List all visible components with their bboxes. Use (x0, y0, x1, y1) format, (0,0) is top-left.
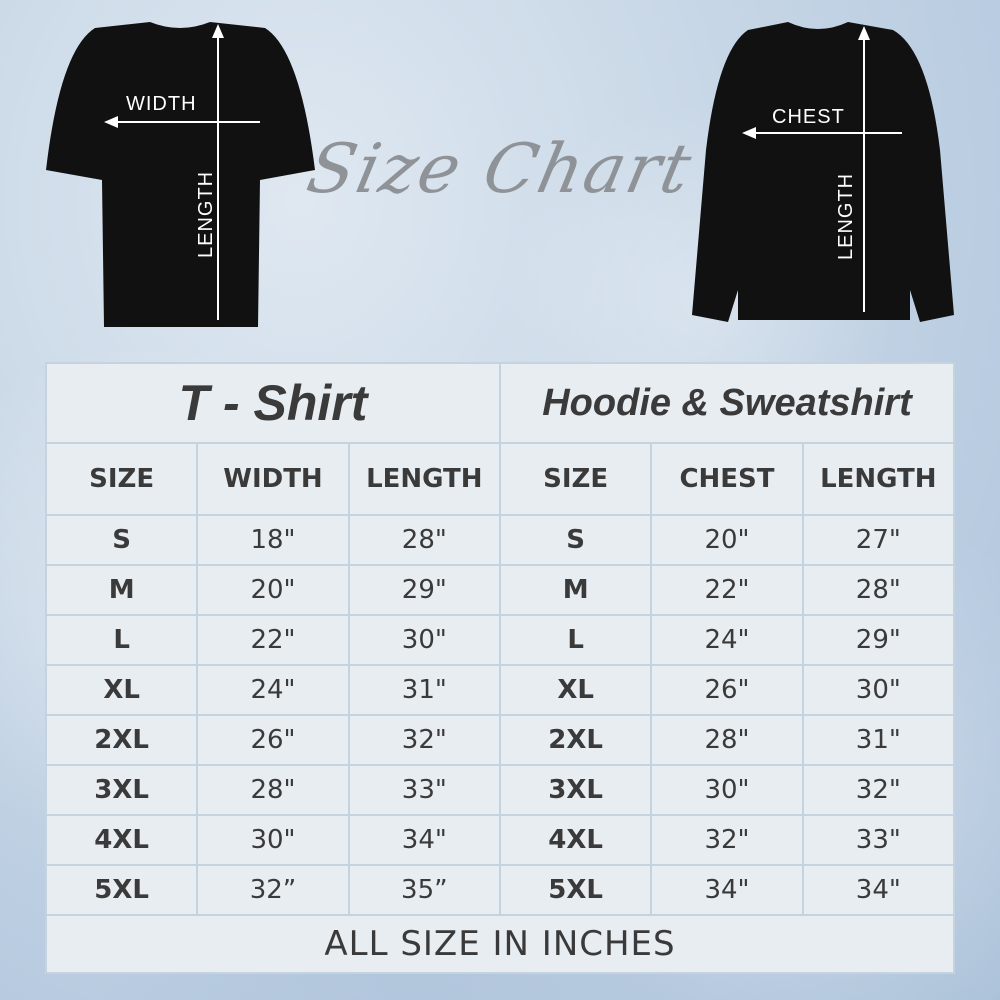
header-cell: LENGTH (349, 444, 499, 514)
measurement-cell: 26" (652, 666, 802, 714)
measurement-cell: 32” (198, 866, 348, 914)
measurement-cell: 35” (349, 866, 499, 914)
measurement-cell: 22" (198, 616, 348, 664)
table-row: 2XL 26" 32" 2XL 28" 31" (47, 716, 953, 764)
measurement-cell: 28" (652, 716, 802, 764)
size-cell: S (47, 516, 197, 564)
measurement-cell: 24" (652, 616, 802, 664)
measurement-cell: 30" (652, 766, 802, 814)
size-cell: 3XL (500, 766, 651, 814)
size-cell: 2XL (47, 716, 197, 764)
table-row: XL 24" 31" XL 26" 30" (47, 666, 953, 714)
measurement-cell: 33" (349, 766, 499, 814)
tshirt-title: T - Shirt (47, 364, 499, 442)
measurement-cell: 34" (349, 816, 499, 864)
tshirt-image: WIDTH LENGTH (46, 22, 315, 327)
size-cell: 5XL (500, 866, 651, 914)
table-row: 3XL 28" 33" 3XL 30" 32" (47, 766, 953, 814)
size-cell: 5XL (47, 866, 197, 914)
sweatshirt-image: CHEST LENGTH (692, 22, 954, 322)
measurement-cell: 20" (198, 566, 348, 614)
size-cell: XL (47, 666, 197, 714)
measurement-cell: 31" (803, 716, 953, 764)
size-cell: XL (500, 666, 651, 714)
measurement-cell: 20" (652, 516, 802, 564)
size-cell: 3XL (47, 766, 197, 814)
header-cell: SIZE (500, 444, 651, 514)
header-cell: LENGTH (803, 444, 953, 514)
size-cell: M (500, 566, 651, 614)
length-label: LENGTH (835, 173, 857, 260)
measurement-cell: 30" (349, 616, 499, 664)
width-label: WIDTH (126, 93, 197, 115)
size-cell: 4XL (500, 816, 651, 864)
size-cell: S (500, 516, 651, 564)
header-cell: SIZE (47, 444, 197, 514)
size-cell: L (500, 616, 651, 664)
table-row: M 20" 29" M 22" 28" (47, 566, 953, 614)
size-chart-table: T - Shirt Hoodie & Sweatshirt SIZE WIDTH… (45, 362, 955, 974)
footer-note: ALL SIZE IN INCHES (47, 916, 953, 972)
hoodie-title: Hoodie & Sweatshirt (500, 364, 953, 442)
measurement-cell: 32" (652, 816, 802, 864)
header-cell: WIDTH (198, 444, 348, 514)
measurement-cell: 32" (349, 716, 499, 764)
table-row: L 22" 30" L 24" 29" (47, 616, 953, 664)
measurement-cell: 34" (652, 866, 802, 914)
measurement-cell: 29" (803, 616, 953, 664)
measurement-cell: 27" (803, 516, 953, 564)
size-cell: 4XL (47, 816, 197, 864)
size-cell: L (47, 616, 197, 664)
measurement-cell: 26" (198, 716, 348, 764)
header-cell: CHEST (652, 444, 802, 514)
page-title: Size Chart (300, 130, 700, 209)
measurement-cell: 32" (803, 766, 953, 814)
size-cell: M (47, 566, 197, 614)
measurement-cell: 30" (803, 666, 953, 714)
column-headers: SIZE WIDTH LENGTH SIZE CHEST LENGTH (47, 444, 953, 514)
measurement-cell: 29" (349, 566, 499, 614)
length-label: LENGTH (195, 171, 217, 258)
measurement-cell: 24" (198, 666, 348, 714)
measurement-cell: 28" (349, 516, 499, 564)
measurement-cell: 30" (198, 816, 348, 864)
measurement-cell: 34" (803, 866, 953, 914)
size-cell: 2XL (500, 716, 651, 764)
chest-label: CHEST (772, 106, 845, 128)
measurement-cell: 33" (803, 816, 953, 864)
measurement-cell: 28" (198, 766, 348, 814)
measurement-cell: 28" (803, 566, 953, 614)
table-row: S 18" 28" S 20" 27" (47, 516, 953, 564)
table-row: 5XL 32” 35” 5XL 34" 34" (47, 866, 953, 914)
table-row: 4XL 30" 34" 4XL 32" 33" (47, 816, 953, 864)
measurement-cell: 31" (349, 666, 499, 714)
measurement-cell: 18" (198, 516, 348, 564)
measurement-cell: 22" (652, 566, 802, 614)
